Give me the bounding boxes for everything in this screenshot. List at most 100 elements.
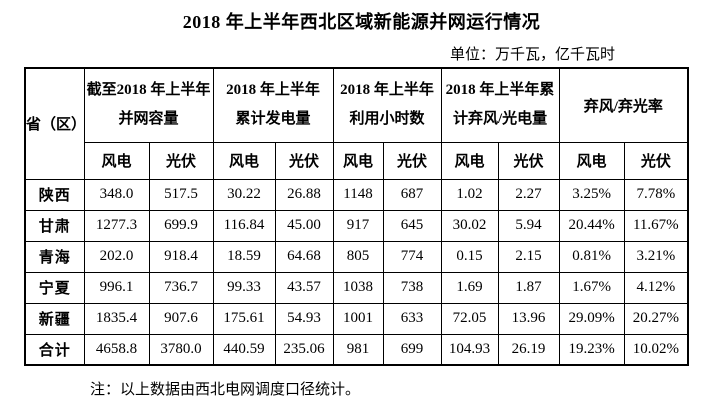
header-row-sub: 风电 光伏 风电 光伏 风电 光伏 风电 光伏 风电 光伏 (25, 141, 689, 180)
table-cell: 440.59 (212, 333, 276, 366)
table-cell: 26.19 (497, 333, 560, 366)
table-cell: 10.02% (623, 333, 689, 366)
group-line-1: 弃风/弃光率 (583, 98, 663, 115)
table-cell: 918.4 (148, 240, 214, 273)
table-cell: 981 (332, 333, 384, 366)
subheader-pv: 光伏 (497, 141, 560, 180)
subheader-wind: 风电 (83, 141, 150, 180)
group-line-2: 并网容量 (118, 111, 179, 128)
table-cell: 175.61 (212, 302, 276, 335)
table-cell: 1038 (332, 271, 384, 304)
corner-header: 省（区） (24, 67, 85, 180)
row-label: 宁夏 (24, 271, 85, 304)
table-cell: 4658.8 (83, 333, 150, 366)
table-cell: 235.06 (274, 333, 334, 366)
table-cell: 3780.0 (148, 333, 214, 366)
table-cell: 348.0 (83, 178, 150, 211)
table-cell: 1277.3 (83, 209, 150, 242)
group-line-2: 累计发电量 (235, 111, 311, 128)
subheader-wind: 风电 (212, 141, 276, 180)
table-cell: 699 (382, 333, 442, 366)
table-cell: 805 (332, 240, 384, 273)
table-row-ningxia: 宁夏 996.1 736.7 99.33 43.57 1038 738 1.69… (24, 271, 689, 304)
unit-note: 单位：万千瓦，亿千瓦时 (450, 47, 616, 63)
table-cell: 20.44% (558, 209, 625, 242)
table-cell: 13.96 (497, 302, 560, 335)
table-cell: 20.27% (623, 302, 689, 335)
table-row-qinghai: 青海 202.0 918.4 18.59 64.68 805 774 0.15 … (24, 240, 689, 273)
row-label: 新疆 (24, 302, 85, 335)
table-cell: 517.5 (148, 178, 214, 211)
table-cell: 1835.4 (83, 302, 150, 335)
group-line-2: 计弃风/光电量 (452, 111, 548, 128)
table-row-gansu: 甘肃 1277.3 699.9 116.84 45.00 917 645 30.… (24, 209, 689, 242)
table-cell: 1.69 (440, 271, 499, 304)
table-cell: 116.84 (212, 209, 276, 242)
table-cell: 30.02 (440, 209, 499, 242)
group-line-1: 2018 年上半年 (226, 82, 320, 99)
table-cell: 29.09% (558, 302, 625, 335)
table-cell: 202.0 (83, 240, 150, 273)
table-cell: 996.1 (83, 271, 150, 304)
table-cell: 645 (382, 209, 442, 242)
table-cell: 774 (382, 240, 442, 273)
row-label: 合计 (24, 333, 85, 366)
table-cell: 19.23% (558, 333, 625, 366)
table-cell: 5.94 (497, 209, 560, 242)
footnote: 注：以上数据由西北电网调度口径统计。 (90, 382, 361, 398)
table-cell: 18.59 (212, 240, 276, 273)
col-group-cumulative-generation: 2018 年上半年 累计发电量 (212, 67, 334, 143)
table-cell: 1001 (332, 302, 384, 335)
subheader-wind: 风电 (558, 141, 625, 180)
table-cell: 3.21% (623, 240, 689, 273)
group-line-1: 2018 年上半年 (340, 82, 434, 99)
table-cell: 1.02 (440, 178, 499, 211)
group-line-1: 截至2018 年上半年 (86, 82, 211, 99)
table-cell: 1148 (332, 178, 384, 211)
table-cell: 907.6 (148, 302, 214, 335)
table-cell: 30.22 (212, 178, 276, 211)
col-group-curtailed-energy: 2018 年上半年累 计弃风/光电量 (440, 67, 560, 143)
group-line-2: 利用小时数 (349, 111, 425, 128)
table-row-xinjiang: 新疆 1835.4 907.6 175.61 54.93 1001 633 72… (24, 302, 689, 335)
table-cell: 736.7 (148, 271, 214, 304)
table-cell: 72.05 (440, 302, 499, 335)
col-group-grid-capacity: 截至2018 年上半年 并网容量 (83, 67, 214, 143)
table-cell: 917 (332, 209, 384, 242)
table-cell: 64.68 (274, 240, 334, 273)
table-cell: 45.00 (274, 209, 334, 242)
data-table: 省（区） 截至2018 年上半年 并网容量 2018 年上半年 累计发电量 20… (24, 67, 690, 366)
table-cell: 11.67% (623, 209, 689, 242)
table-row-total: 合计 4658.8 3780.0 440.59 235.06 981 699 1… (24, 333, 689, 366)
table-cell: 54.93 (274, 302, 334, 335)
table-cell: 7.78% (623, 178, 689, 211)
table-cell: 104.93 (440, 333, 499, 366)
col-group-utilization-hours: 2018 年上半年 利用小时数 (332, 67, 442, 143)
table-cell: 738 (382, 271, 442, 304)
table-cell: 633 (382, 302, 442, 335)
table-cell: 2.27 (497, 178, 560, 211)
table-cell: 4.12% (623, 271, 689, 304)
row-label: 陕西 (24, 178, 85, 211)
subheader-pv: 光伏 (148, 141, 214, 180)
col-group-curtailment-rate: 弃风/弃光率 (558, 67, 689, 143)
table-cell: 2.15 (497, 240, 560, 273)
subheader-wind: 风电 (440, 141, 499, 180)
table-cell: 1.67% (558, 271, 625, 304)
subheader-pv: 光伏 (623, 141, 689, 180)
subheader-wind: 风电 (332, 141, 384, 180)
table-cell: 0.81% (558, 240, 625, 273)
table-cell: 1.87 (497, 271, 560, 304)
table-cell: 99.33 (212, 271, 276, 304)
page-title: 2018 年上半年西北区域新能源并网运行情况 (182, 12, 541, 32)
subheader-pv: 光伏 (274, 141, 334, 180)
table-cell: 687 (382, 178, 442, 211)
table-row-shaanxi: 陕西 348.0 517.5 30.22 26.88 1148 687 1.02… (24, 178, 689, 211)
table-cell: 26.88 (274, 178, 334, 211)
row-label: 甘肃 (24, 209, 85, 242)
group-line-1: 2018 年上半年累 (445, 82, 555, 99)
row-label: 青海 (24, 240, 85, 273)
header-row-groups: 省（区） 截至2018 年上半年 并网容量 2018 年上半年 累计发电量 20… (24, 67, 689, 180)
table-cell: 699.9 (148, 209, 214, 242)
